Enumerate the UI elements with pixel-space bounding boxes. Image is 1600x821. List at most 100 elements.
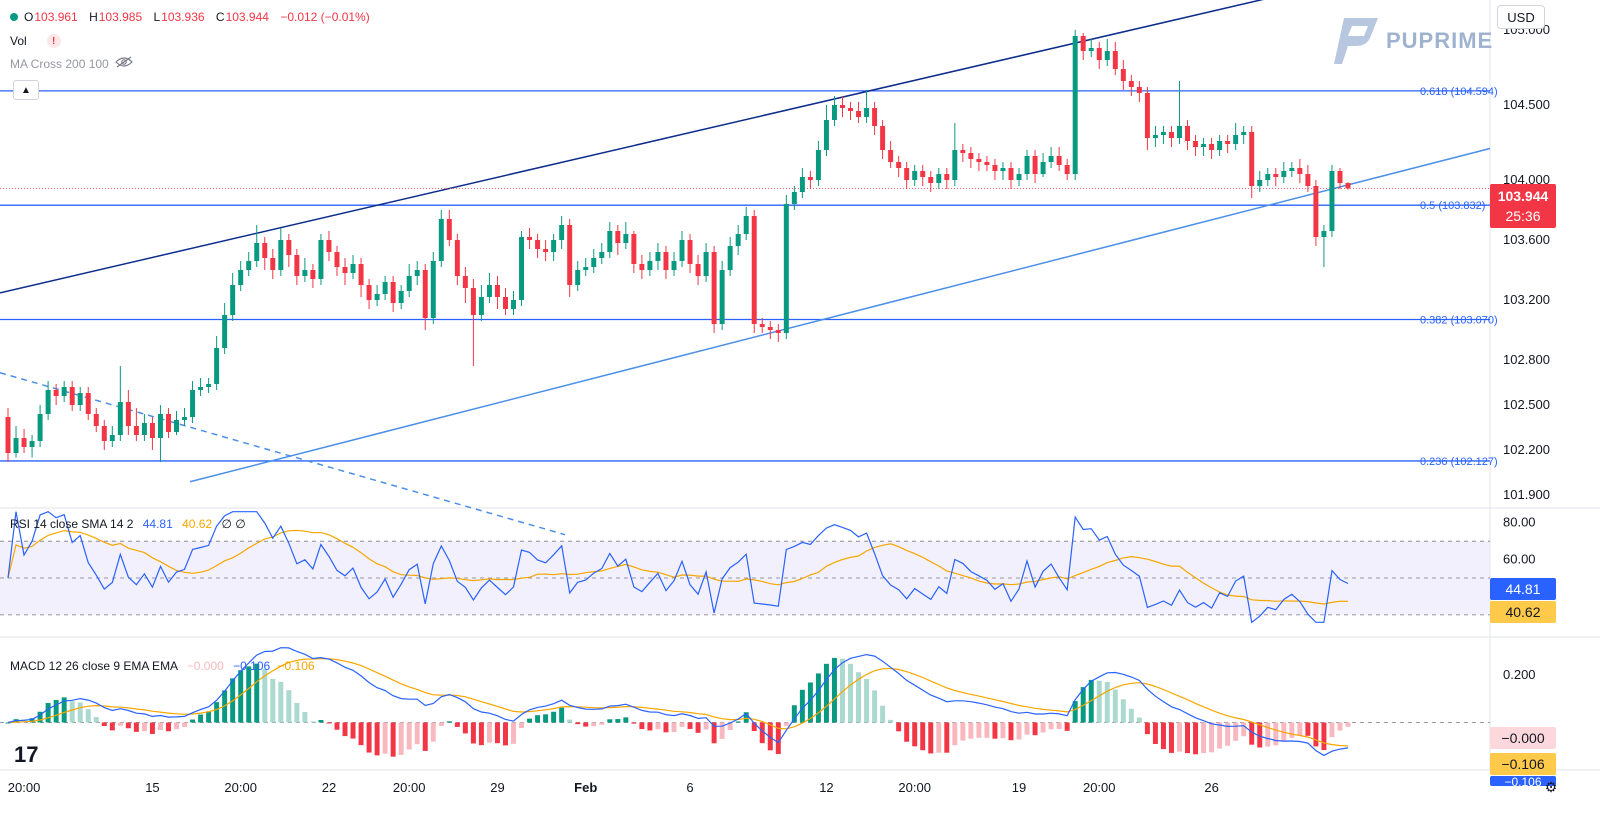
candle-body [149, 423, 155, 438]
candle-body [655, 252, 661, 261]
macd-histogram-bar [61, 697, 67, 723]
macd-histogram-bar [992, 722, 998, 739]
candle-body [454, 240, 460, 276]
candle-body [671, 261, 677, 270]
macd-histogram-bar [671, 722, 677, 733]
candle-body [414, 270, 420, 276]
macd-histogram-bar [1225, 722, 1231, 746]
candle-body [1040, 162, 1046, 174]
candle-body [190, 390, 196, 417]
macd-histogram-bar [663, 722, 669, 733]
candle-body [77, 393, 83, 405]
candle-body [1032, 156, 1038, 174]
macd-histogram-bar [109, 722, 115, 731]
candle-body [1056, 156, 1062, 165]
candle-body [896, 162, 902, 168]
macd-histogram-bar [69, 701, 75, 723]
candle-body [864, 108, 870, 117]
candle-body [1168, 132, 1174, 138]
candle-body [976, 159, 982, 162]
macd-histogram-bar [486, 722, 492, 743]
candle-body [1305, 174, 1311, 186]
fib-level-label: 0.618 (104.594) [1420, 86, 1498, 98]
rsi-legend[interactable]: RSI 14 close SMA 14 2 44.81 40.62 ∅ ∅ [10, 517, 246, 531]
macd-signal-tag: −0.106 [1490, 753, 1556, 775]
macd-hist-tag-text: −0.000 [1501, 730, 1545, 746]
candle-body [551, 240, 557, 252]
candle-body [1080, 36, 1086, 51]
currency-label: USD [1507, 9, 1535, 25]
macd-histogram-bar [904, 722, 910, 742]
warning-icon[interactable]: ! [46, 34, 61, 48]
currency-button[interactable]: USD [1497, 5, 1545, 29]
candle-body [1144, 93, 1150, 138]
candle-body [214, 348, 220, 384]
candle-body [920, 171, 926, 177]
candle-body [663, 252, 669, 270]
candle-body [695, 264, 701, 276]
candle-body [37, 414, 43, 441]
time-tick-label: 6 [686, 780, 693, 795]
macd-histogram-bar [912, 722, 918, 747]
macd-histogram-bar [53, 699, 59, 723]
candle-body [944, 174, 950, 180]
candle-body [294, 255, 300, 276]
macd-legend[interactable]: MACD 12 26 close 9 EMA EMA −0.000 −0.106… [10, 659, 315, 673]
candle-body [591, 258, 597, 267]
tradingview-logo[interactable]: 17 [14, 742, 39, 767]
rsi-legend-sma: 40.62 [182, 517, 213, 531]
macd-histogram-bar [1016, 722, 1022, 740]
macd-histogram-bar [1152, 722, 1158, 744]
price-tick-label: 102.200 [1503, 442, 1550, 457]
macd-histogram-bar [679, 722, 685, 727]
collapse-legend-button[interactable]: ▲ [13, 80, 39, 100]
price-tick-label: 102.500 [1503, 397, 1550, 412]
candle-body [1072, 36, 1078, 174]
macd-tick-label: 0.200 [1503, 667, 1536, 682]
candle-body [342, 267, 348, 273]
candle-body [519, 237, 525, 300]
candle-body [1273, 174, 1279, 177]
candle-body [639, 264, 645, 270]
macd-histogram-bar [767, 722, 773, 751]
candle-body [238, 270, 244, 285]
macd-histogram-bar [85, 709, 91, 723]
macd-histogram-bar [559, 707, 565, 723]
macd-histogram-bar [1024, 722, 1030, 735]
candle-body [69, 387, 75, 405]
candle-body [1048, 156, 1054, 162]
macd-histogram-bar [599, 722, 605, 725]
macd-histogram-bar [246, 666, 252, 723]
macd-hist-tag: −0.000 [1490, 727, 1556, 749]
macd-histogram-bar [864, 678, 870, 723]
open-value: 103.961 [34, 10, 78, 24]
macd-histogram-bar [1128, 708, 1134, 723]
macd-histogram-bar [944, 722, 950, 753]
rsi-legend-extra: ∅ ∅ [221, 517, 246, 531]
rsi-tag-text: 44.81 [1505, 581, 1541, 597]
rsi-tick-label: 60.00 [1503, 552, 1536, 567]
candle-body [157, 414, 163, 438]
macd-histogram-bar [775, 722, 781, 754]
macd-histogram-bar [133, 722, 139, 732]
macd-histogram-bar [446, 721, 452, 723]
macd-legend-name: MACD 12 26 close 9 EMA EMA [10, 659, 178, 673]
candle-body [952, 150, 958, 180]
candle-body [270, 258, 276, 270]
settings-gear-icon[interactable]: ⚙ [1544, 779, 1558, 795]
macd-histogram-bar [37, 711, 43, 723]
macd-histogram-bar [318, 719, 324, 723]
macd-histogram-bar [1000, 722, 1006, 739]
ma-legend[interactable]: MA Cross 200 100 [10, 56, 133, 71]
rsi-legend-value: 44.81 [142, 517, 173, 531]
candle-body [527, 237, 533, 240]
candle-body [478, 297, 484, 315]
candle-body [559, 225, 565, 240]
candle-body [286, 240, 292, 255]
macd-histogram-bar [535, 715, 541, 723]
hidden-eye-icon[interactable] [114, 56, 133, 71]
candle-body [823, 120, 829, 150]
vol-legend[interactable]: Vol ! [10, 34, 61, 48]
price-tick-label: 104.500 [1503, 97, 1550, 112]
